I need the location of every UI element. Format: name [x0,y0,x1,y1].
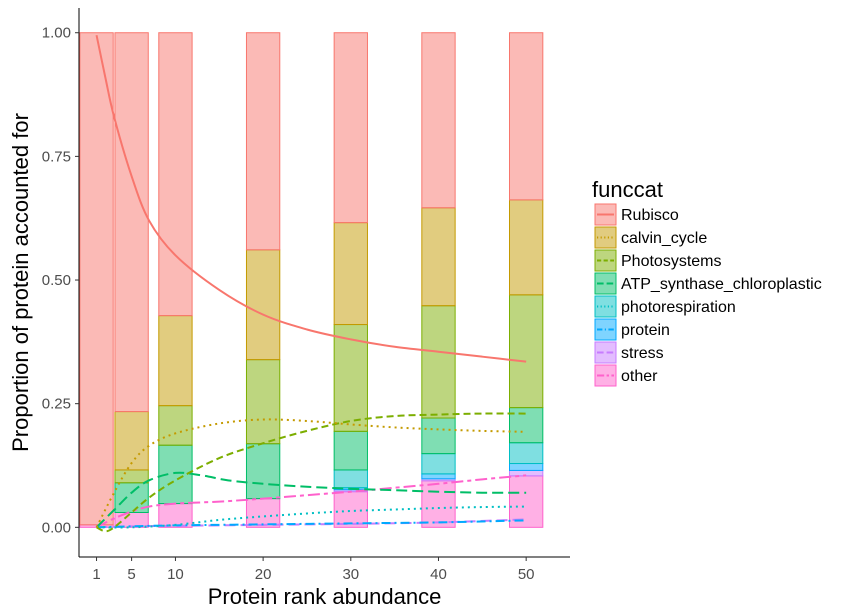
series-line-other [96,474,527,529]
legend-title: funccat [592,177,663,202]
legend-items: Rubisco calvin_cycle Photosystems ATP_synth… [594,203,822,387]
series-line-ATP_synthase_chloroplastic [95,471,527,529]
bar-segment-ATP_synthase_chloroplastic-40 [421,417,456,455]
y-axis-ticks: 0.00 0.25 0.50 0.75 1.00 [42,25,79,536]
legend-item-calvin_cycle: calvin_cycle [594,226,707,249]
bar-segment-Photosystems-10 [158,405,193,446]
bar-stack-30 [333,32,368,528]
x-axis-ticks: 1 5 10 20 30 40 50 [92,557,535,583]
legend-key-swatch [594,226,617,249]
bar-segment-calvin_cycle-50 [509,199,544,296]
legend-item-stress: stress [594,341,664,364]
x-tick-label: 50 [518,566,535,583]
bar-segment-protein-50 [509,463,544,471]
legend-label: stress [621,345,664,362]
legend-item-photorespiration: photorespiration [594,295,736,318]
x-tick-label: 5 [127,566,135,583]
bar-segment-calvin_cycle-10 [158,315,193,407]
y-tick-label: 0.25 [42,396,71,413]
bar-segment-Photosystems-40 [421,305,456,419]
bar-stack-1 [79,32,114,528]
series-line-calvin_cycle [95,418,527,528]
y-tick-label: 0.75 [42,148,71,165]
x-tick-label: 30 [342,566,359,583]
legend-label: other [621,368,658,385]
bar-segment-ATP_synthase_chloroplastic-30 [333,430,368,471]
bar-segment-Rubisco-1 [79,32,114,526]
y-axis-title: Proportion of protein accounted for [8,113,33,452]
bar-stack-20 [245,32,281,528]
legend-label: protein [621,322,670,339]
bar-segment-stress-50 [509,469,544,477]
series-lines [95,34,527,533]
legend-item-Photosystems: Photosystems [594,249,721,272]
y-tick-label: 1.00 [42,25,71,42]
bar-segment-Rubisco-20 [245,32,281,251]
bar-segment-Photosystems-50 [509,294,544,409]
bar-segment-Photosystems-30 [333,324,368,432]
x-tick-label: 40 [430,566,447,583]
x-axis-title: Protein rank abundance [208,584,442,609]
legend-key-swatch [594,341,617,364]
bar-segment-Rubisco-40 [421,32,456,209]
bar-segment-other-50 [509,475,544,528]
bar-stack-50 [509,32,544,528]
bar-stack-40 [421,32,456,528]
bar-segment-protein-40 [421,473,456,480]
bar-segment-other-30 [333,491,368,528]
legend-item-protein: protein [594,318,670,341]
stacked-bars [79,32,544,528]
legend: funccat Rubisco calvin_cycle Photosystems A… [592,177,822,387]
bar-segment-photorespiration-40 [421,453,456,475]
x-tick-label: 10 [167,566,184,583]
bar-segment-Photosystems-20 [245,359,281,445]
plot-area: 1 5 10 20 30 40 50 0.00 0.25 0.50 0.75 1.00 [42,8,570,583]
bar-segment-Rubisco-5 [114,32,149,413]
bar-segment-calvin_cycle-30 [333,222,368,326]
y-tick-label: 0.50 [42,272,71,289]
series-line-Photosystems [96,412,527,533]
legend-key-swatch [594,364,617,387]
legend-item-ATP_synthase_chloroplastic: ATP_synthase_chloroplastic [594,272,822,295]
bar-segment-calvin_cycle-20 [245,249,281,361]
bar-segment-Rubisco-10 [158,32,193,317]
legend-key-swatch [594,295,617,318]
bar-segment-Rubisco-30 [333,32,368,224]
bar-segment-calvin_cycle-5 [114,411,149,471]
legend-item-Rubisco: Rubisco [594,203,679,226]
legend-label: calvin_cycle [621,230,707,247]
x-tick-label: 1 [92,566,100,583]
x-tick-label: 20 [255,566,272,583]
bar-segment-Photosystems-5 [114,469,149,484]
bar-segment-other-40 [421,480,456,528]
legend-label: photorespiration [621,299,736,316]
bar-segment-photorespiration-30 [333,469,368,489]
series-line-Rubisco [95,34,527,363]
legend-label: ATP_synthase_chloroplastic [621,276,822,293]
bar-stack-10 [158,32,193,528]
bar-segment-Rubisco-50 [509,32,544,201]
series-line-photorespiration [96,505,527,529]
bar-stack-5 [114,32,149,528]
bar-segment-photorespiration-50 [509,442,544,465]
legend-label: Rubisco [621,207,679,224]
legend-key-swatch [594,272,617,295]
y-tick-label: 0.00 [42,519,71,536]
bar-segment-other-20 [245,498,281,528]
legend-label: Photosystems [621,253,721,270]
bar-segment-ATP_synthase_chloroplastic-20 [245,443,281,500]
bar-segment-calvin_cycle-40 [421,207,456,307]
legend-item-other: other [594,364,658,387]
series-line-protein [96,519,527,529]
